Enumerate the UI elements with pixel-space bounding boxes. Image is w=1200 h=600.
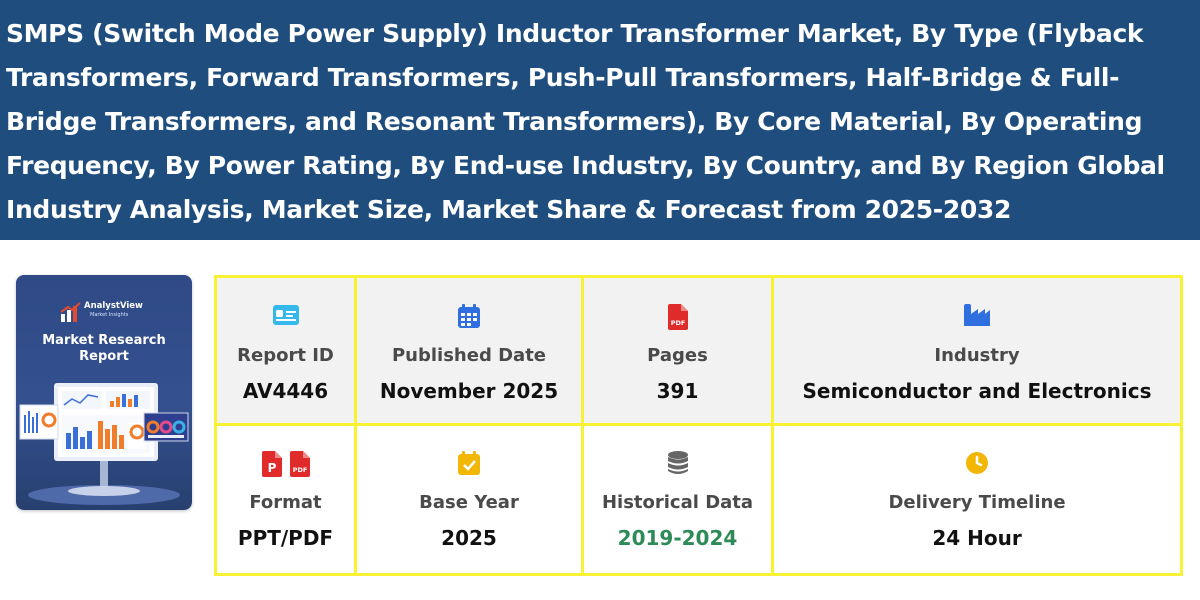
report-id-cell: Report ID AV4446 — [214, 275, 357, 426]
cover-dashboard-illustration — [19, 383, 189, 505]
pages-cell: PDF Pages 391 — [581, 275, 774, 426]
report-title: SMPS (Switch Mode Power Supply) Inductor… — [6, 19, 1165, 224]
delivery-timeline-label: Delivery Timeline — [888, 492, 1066, 513]
factory-icon — [964, 304, 990, 326]
cover-brand-sub: Market Insights — [90, 312, 129, 318]
base-year-cell: Base Year 2025 — [354, 423, 584, 576]
analystview-logo-icon — [60, 302, 81, 322]
historical-data-label: Historical Data — [601, 492, 754, 513]
database-icon — [667, 451, 688, 474]
cover-brand: AnalystView — [84, 301, 143, 311]
report-cover-image: AnalystView Market Insights Market Resea… — [16, 275, 192, 510]
pdf-file-icon: PDF — [289, 451, 310, 477]
format-value: PPT/PDF — [237, 526, 334, 550]
published-date-value: November 2025 — [379, 379, 559, 403]
ppt-file-icon: P — [261, 451, 282, 477]
report-id-label: Report ID — [237, 345, 334, 366]
report-details-table: Report ID AV4446 Published Date November… — [214, 275, 1183, 576]
base-year-label: Base Year — [419, 492, 519, 513]
pdf-file-icon: PDF — [667, 304, 688, 330]
industry-label: Industry — [934, 345, 1020, 366]
svg-text:PDF: PDF — [292, 466, 307, 474]
published-date-cell: Published Date November 2025 — [354, 275, 584, 426]
report-id-value: AV4446 — [242, 379, 329, 403]
pages-label: Pages — [647, 345, 708, 366]
cover-title: Market Research Report — [42, 333, 166, 364]
base-year-value: 2025 — [441, 526, 497, 550]
published-date-label: Published Date — [391, 345, 547, 366]
svg-text:PDF: PDF — [670, 319, 685, 327]
format-label: Format — [249, 492, 322, 513]
format-cell: P PDF Format PPT/PDF — [214, 423, 357, 576]
id-card-icon — [272, 305, 299, 325]
clock-icon — [966, 452, 988, 474]
pages-value: 391 — [656, 379, 699, 403]
industry-value: Semiconductor and Electronics — [802, 379, 1152, 403]
header-banner: SMPS (Switch Mode Power Supply) Inductor… — [0, 0, 1200, 240]
calendar-check-icon — [458, 451, 480, 475]
delivery-timeline-cell: Delivery Timeline 24 Hour — [771, 423, 1183, 576]
historical-data-cell: Historical Data 2019-2024 — [581, 423, 774, 576]
calendar-icon — [458, 304, 480, 328]
industry-cell: Industry Semiconductor and Electronics — [771, 275, 1183, 426]
delivery-timeline-value: 24 Hour — [932, 526, 1022, 550]
historical-data-value: 2019-2024 — [617, 526, 738, 550]
svg-text:P: P — [267, 461, 276, 475]
